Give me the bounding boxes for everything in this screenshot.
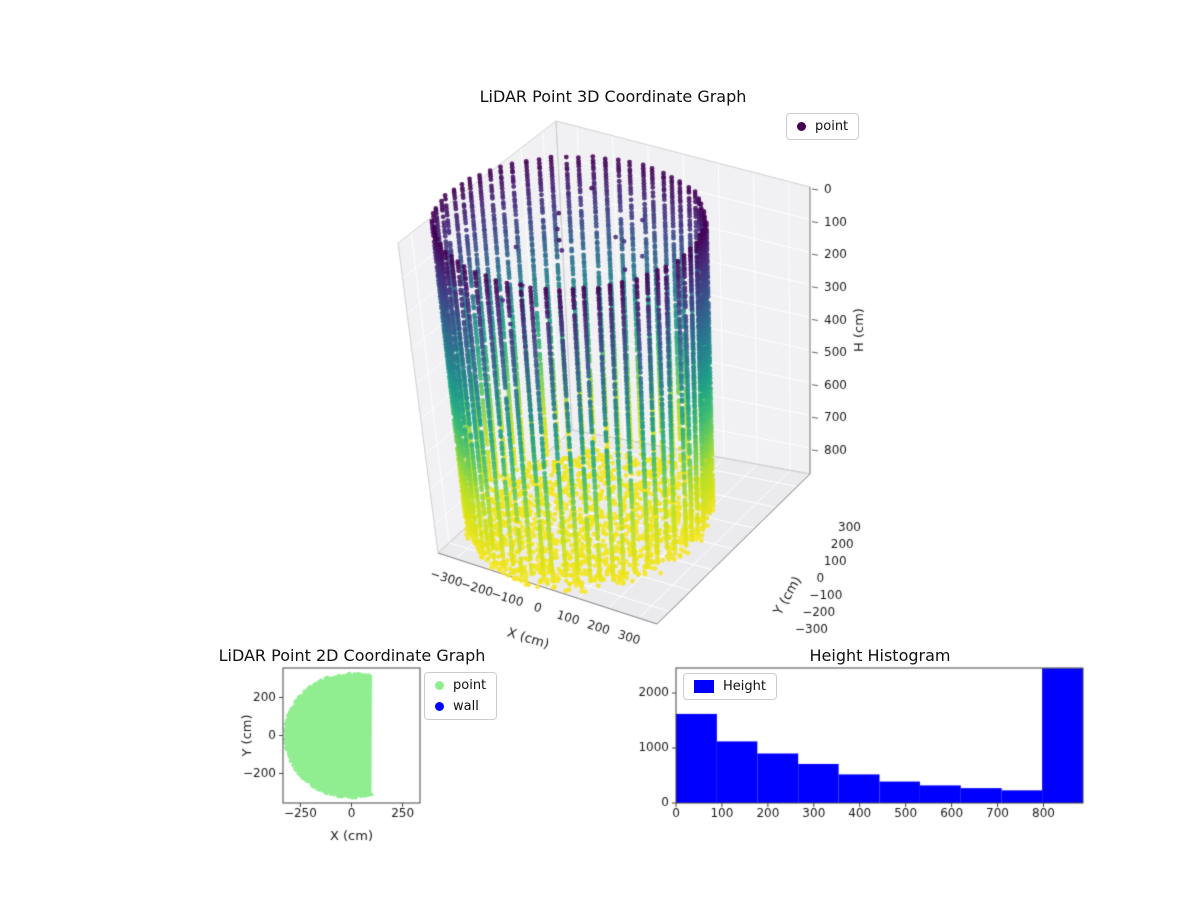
plot2d-legend: point wall (424, 672, 498, 720)
plot3d-legend-label: point (815, 119, 849, 134)
legend-item: wall (435, 699, 486, 714)
legend-item: point (797, 119, 848, 134)
point-marker-icon (435, 681, 444, 690)
legend-item: point (435, 678, 486, 693)
plot2d-legend-label-wall: wall (453, 699, 479, 714)
histogram-legend: Height (683, 673, 777, 700)
plot2d-legend-label-point: point (453, 678, 487, 693)
histogram-title: Height Histogram (809, 646, 951, 665)
height-patch-icon (694, 680, 714, 693)
plot2d-title: LiDAR Point 2D Coordinate Graph (218, 646, 486, 665)
wall-marker-icon (435, 702, 444, 711)
point-marker-icon (797, 122, 806, 131)
plot3d-legend: point (786, 113, 860, 140)
plot3d-title: LiDAR Point 3D Coordinate Graph (479, 87, 747, 106)
histogram-legend-label: Height (723, 679, 766, 694)
legend-item: Height (694, 679, 766, 694)
